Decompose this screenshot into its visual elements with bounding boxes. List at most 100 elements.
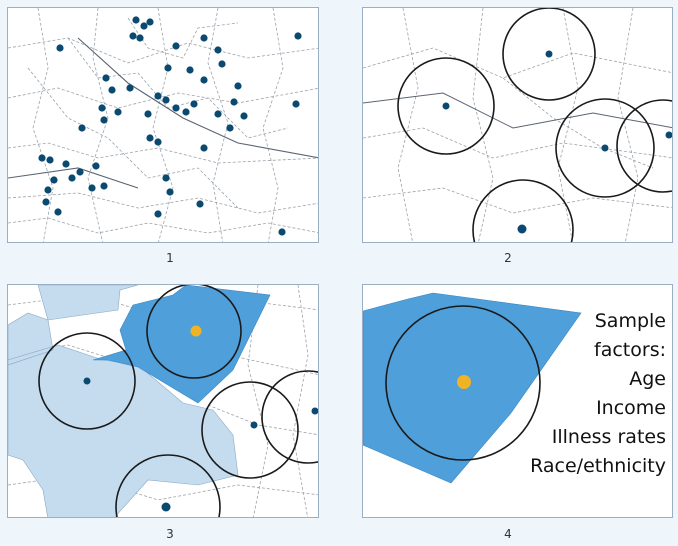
sample-point — [240, 112, 248, 120]
buffer-circle — [201, 381, 299, 479]
sample-point — [146, 134, 154, 142]
sample-point — [234, 82, 242, 90]
factor-race-ethnicity: Race/ethnicity — [530, 455, 666, 477]
sample-point — [442, 102, 450, 110]
sample-point — [38, 154, 46, 162]
factors-heading-line2: factors: — [594, 339, 666, 361]
sample-point — [196, 200, 204, 208]
sample-point — [126, 84, 134, 92]
sample-point — [129, 32, 137, 40]
sample-point — [665, 131, 672, 139]
highways — [8, 37, 318, 189]
buffer-circle — [38, 332, 136, 430]
road-network — [363, 8, 672, 242]
map-selected-tract — [363, 292, 582, 484]
sample-point — [190, 100, 198, 108]
sample-point — [114, 108, 122, 116]
sample-point — [172, 42, 180, 50]
sample-point — [132, 16, 140, 24]
sample-point — [250, 421, 258, 429]
panel-buffers — [362, 7, 673, 243]
map-buffers — [363, 8, 672, 242]
buffer-circle — [502, 8, 596, 101]
sample-point — [88, 184, 96, 192]
selected-sample-point — [457, 375, 471, 389]
buffer-circle — [261, 370, 318, 464]
buffer-circles — [397, 8, 672, 242]
sample-point — [54, 208, 62, 216]
sample-point — [56, 44, 64, 52]
factor-age: Age — [629, 368, 666, 390]
sample-points — [83, 377, 318, 512]
caption-2: 2 — [504, 251, 512, 265]
sample-point — [172, 104, 180, 112]
sample-point — [162, 174, 170, 182]
factors-heading-line1: Sample — [594, 310, 666, 332]
sample-point — [294, 32, 302, 40]
sample-point — [102, 74, 110, 82]
sample-point — [144, 110, 152, 118]
buffer-circle — [472, 179, 574, 242]
sample-point — [200, 76, 208, 84]
sample-point — [311, 407, 318, 415]
sample-point — [545, 50, 553, 58]
factor-illness-rates: Illness rates — [551, 426, 666, 448]
sample-point — [218, 60, 226, 68]
sample-point — [154, 138, 162, 146]
sample-point — [146, 18, 154, 26]
buffer-circles — [38, 285, 318, 517]
sample-point — [42, 198, 50, 206]
sample-point — [601, 144, 609, 152]
caption-1: 1 — [166, 251, 174, 265]
sample-point — [182, 108, 190, 116]
sample-point — [76, 168, 84, 176]
sample-point — [100, 116, 108, 124]
sample-point — [214, 110, 222, 118]
caption-3: 3 — [166, 527, 174, 541]
sample-point — [154, 92, 162, 100]
sample-point — [100, 182, 108, 190]
sample-point — [200, 34, 208, 42]
map-all-points — [8, 8, 318, 242]
buffer-circle — [616, 99, 672, 193]
buffer-circle — [397, 57, 495, 155]
sample-point — [161, 502, 171, 512]
sample-point — [164, 64, 172, 72]
sample-factors-list: Sample factors: Age Income Illness rates… — [530, 307, 666, 481]
sample-point — [230, 98, 238, 106]
sample-point — [214, 46, 222, 54]
panel-sample-factors: Sample factors: Age Income Illness rates… — [362, 284, 673, 518]
sample-point — [44, 186, 52, 194]
panel-tracts — [7, 284, 319, 518]
highway — [363, 92, 672, 129]
sample-point — [166, 188, 174, 196]
sample-point — [154, 210, 162, 218]
sample-points — [442, 50, 672, 234]
sample-point — [140, 22, 148, 30]
panel-all-points — [7, 7, 319, 243]
sample-point — [98, 104, 106, 112]
road-network — [8, 8, 318, 242]
buffer-circle — [385, 305, 541, 461]
buffer-circle — [146, 285, 242, 379]
sample-point — [83, 377, 91, 385]
map-tracts — [8, 285, 318, 517]
factor-income: Income — [596, 397, 666, 419]
sample-points — [38, 16, 302, 236]
buffer-circle — [115, 454, 221, 517]
sample-point — [46, 156, 54, 164]
sample-point — [186, 66, 194, 74]
sample-point — [226, 124, 234, 132]
caption-4: 4 — [504, 527, 512, 541]
selected-tract — [92, 285, 271, 404]
sample-point — [292, 100, 300, 108]
sample-point — [62, 160, 70, 168]
sample-point — [108, 86, 116, 94]
sample-point — [68, 174, 76, 182]
sample-point — [50, 176, 58, 184]
buffer-circle — [555, 98, 655, 198]
sample-point — [517, 224, 527, 234]
sample-point — [136, 34, 144, 42]
sample-point — [162, 96, 170, 104]
sample-point — [92, 162, 100, 170]
